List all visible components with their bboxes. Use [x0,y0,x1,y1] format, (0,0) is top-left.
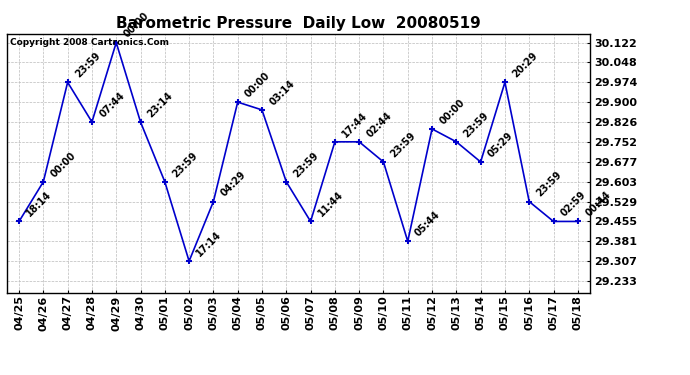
Text: 23:59: 23:59 [462,110,491,139]
Text: Copyright 2008 Cartronics.Com: Copyright 2008 Cartronics.Com [10,38,169,46]
Text: 17:44: 17:44 [340,110,369,139]
Text: 02:59: 02:59 [559,190,588,219]
Text: 11:44: 11:44 [316,190,345,219]
Text: 05:29: 05:29 [486,130,515,159]
Text: 05:44: 05:44 [413,210,442,238]
Text: 23:59: 23:59 [292,150,321,179]
Text: 04:29: 04:29 [219,170,248,199]
Text: 00:00: 00:00 [49,150,78,179]
Title: Barometric Pressure  Daily Low  20080519: Barometric Pressure Daily Low 20080519 [116,16,481,31]
Text: 03:14: 03:14 [268,78,297,107]
Text: 23:59: 23:59 [535,170,564,199]
Text: 17:14: 17:14 [195,230,224,258]
Text: 00:00: 00:00 [437,97,466,126]
Text: 23:59: 23:59 [389,130,418,159]
Text: 23:14: 23:14 [146,90,175,119]
Text: 00:44: 00:44 [583,190,612,219]
Text: 23:59: 23:59 [73,51,102,80]
Text: 00:00: 00:00 [244,70,273,99]
Text: 07:44: 07:44 [97,90,126,119]
Text: 18:14: 18:14 [25,190,54,219]
Text: 23:59: 23:59 [170,150,199,179]
Text: 02:44: 02:44 [365,110,394,139]
Text: 20:29: 20:29 [511,51,540,80]
Text: 00:00: 00:00 [121,11,151,40]
